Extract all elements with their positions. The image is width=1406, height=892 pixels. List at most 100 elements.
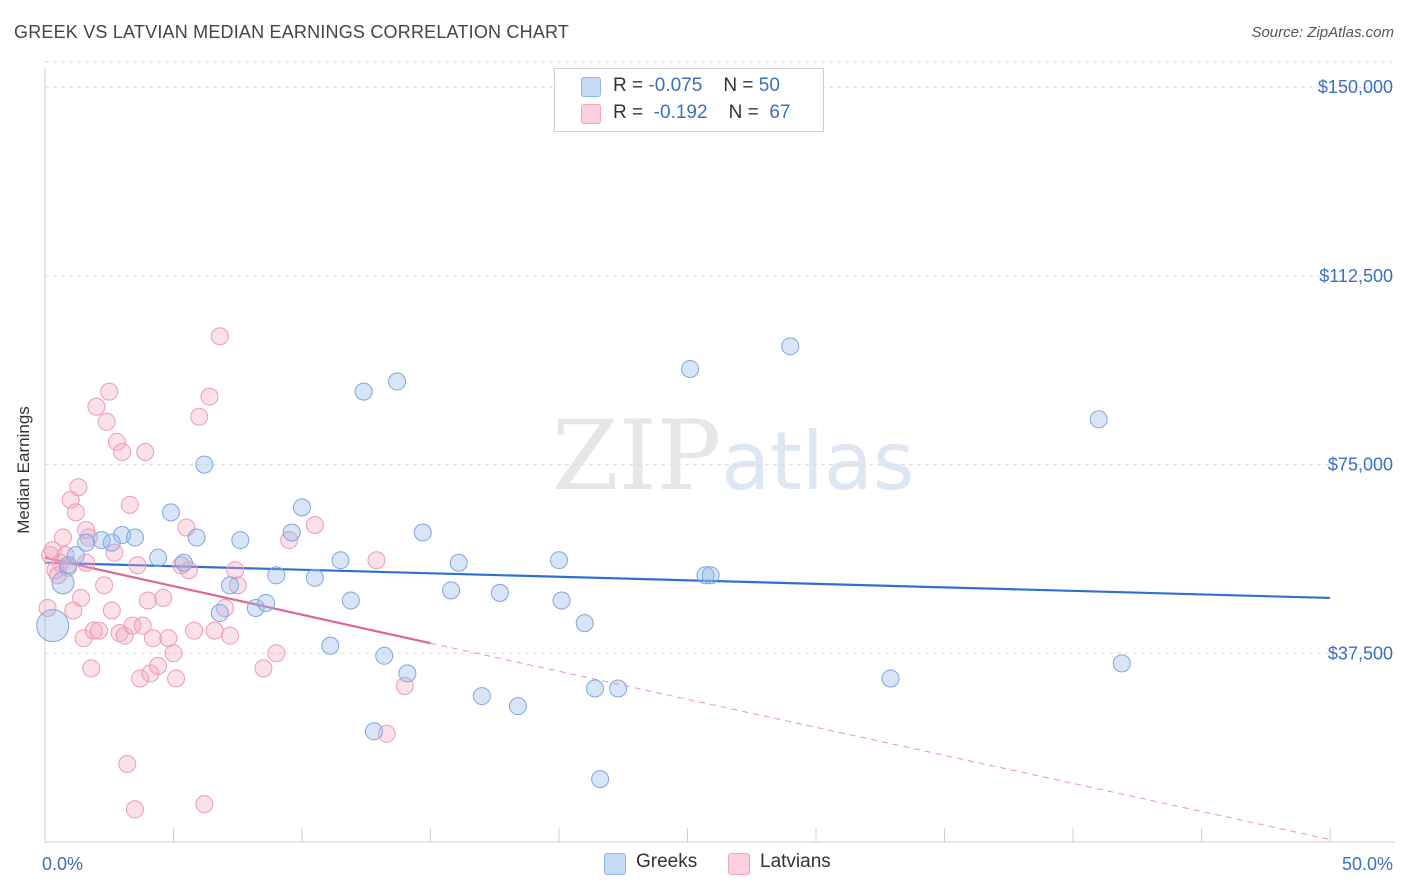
data-point-latvians <box>280 531 299 550</box>
data-point-greeks <box>210 604 229 623</box>
data-point-latvians <box>164 644 183 663</box>
data-point-greeks <box>125 528 144 547</box>
data-point-greeks <box>364 722 383 741</box>
y-tick-label: $150,000 <box>1318 77 1393 97</box>
data-point-greeks <box>149 548 168 567</box>
data-point-latvians <box>195 795 214 814</box>
watermark-atlas: atlas <box>721 415 915 508</box>
data-point-greeks <box>1112 654 1131 673</box>
data-point-latvians <box>89 621 108 640</box>
data-point-greeks <box>413 523 432 542</box>
axes <box>44 68 1395 843</box>
data-point-latvians <box>71 588 90 607</box>
data-point-latvians <box>136 443 155 461</box>
latvians-n-value: 67 <box>769 102 791 123</box>
data-point-greeks <box>321 636 340 655</box>
data-point-latvians <box>123 616 142 635</box>
data-point-latvians <box>267 644 286 663</box>
data-point-greeks <box>575 614 594 633</box>
data-point-latvians <box>128 556 147 575</box>
data-point-greeks <box>246 599 265 617</box>
data-point-greeks <box>195 455 214 474</box>
data-point-latvians <box>74 629 93 648</box>
data-point-latvians <box>120 495 139 514</box>
data-point-greeks <box>508 697 527 716</box>
data-point-greeks <box>77 533 96 552</box>
data-point-latvians <box>77 521 96 539</box>
data-point-greeks <box>293 498 311 517</box>
data-point-greeks <box>1089 410 1108 429</box>
data-point-latvians <box>200 387 219 406</box>
data-point-latvians <box>185 621 204 640</box>
stats-legend: R = -0.075 N = 50 R = -0.192 N = 67 <box>554 68 824 132</box>
data-point-latvians <box>97 412 116 431</box>
data-point-latvians <box>102 601 121 620</box>
data-point-latvians <box>143 629 162 648</box>
data-point-greeks <box>354 382 373 401</box>
data-point-greeks <box>609 679 628 698</box>
data-point-latvians <box>215 599 234 617</box>
data-point-latvians <box>228 576 247 595</box>
data-point-latvians <box>367 551 386 570</box>
y-tick-label: $37,500 <box>1328 643 1393 663</box>
x-tick-label-end: 50.0% <box>1342 854 1393 874</box>
data-point-greeks <box>552 591 571 610</box>
data-point-latvians <box>100 382 119 401</box>
data-point-latvians <box>133 616 152 635</box>
data-point-latvians <box>305 515 324 534</box>
trend-line-latvians-extension <box>430 642 1331 840</box>
greeks-n-label: N = <box>723 75 754 96</box>
data-point-greeks <box>174 553 193 572</box>
greeks-n-value: 50 <box>758 75 780 96</box>
latvians-n-label: N = <box>728 102 759 123</box>
data-point-latvians <box>159 629 178 648</box>
data-point-greeks <box>231 531 250 550</box>
data-point-greeks <box>257 593 276 612</box>
data-point-greeks <box>375 646 394 665</box>
data-point-greeks <box>442 581 461 600</box>
data-point-greeks <box>305 568 324 587</box>
y-tick-label: $75,000 <box>1328 455 1393 475</box>
data-point-greeks <box>388 372 407 391</box>
data-point-latvians <box>53 528 72 547</box>
data-point-latvians <box>87 397 106 416</box>
watermark-zip: ZIP <box>552 400 722 512</box>
y-tick-label: $112,500 <box>1319 266 1393 286</box>
y-axis-label-wrap: Median Earnings <box>14 406 34 534</box>
data-point-latvians <box>210 327 229 346</box>
data-point-greeks <box>585 679 604 698</box>
source-label: Source: ZipAtlas.com <box>1251 24 1394 41</box>
data-point-greeks <box>681 359 700 378</box>
latvians-r-value: -0.192 <box>653 102 708 123</box>
trend-lines <box>44 556 1331 840</box>
data-point-latvians <box>125 800 144 819</box>
legend-label-greeks: Greeks <box>636 851 698 872</box>
data-point-greeks <box>449 553 468 572</box>
data-point-latvians <box>149 656 168 675</box>
data-point-latvians <box>69 478 88 497</box>
data-point-latvians <box>84 621 103 640</box>
data-point-greeks <box>591 770 610 789</box>
data-point-greeks <box>187 528 206 547</box>
data-point-greeks <box>881 669 900 688</box>
watermark: ZIPatlas <box>552 400 915 512</box>
data-point-greeks <box>102 533 121 552</box>
data-point-latvians <box>221 626 240 645</box>
data-point-latvians <box>66 503 85 522</box>
data-point-latvians <box>254 659 273 678</box>
trend-line-greeks <box>44 561 1331 600</box>
data-point-latvians <box>77 553 96 572</box>
trend-line-latvians <box>44 556 431 645</box>
data-points <box>36 327 1131 819</box>
chart-title: GREEK VS LATVIAN MEDIAN EARNINGS CORRELA… <box>14 22 570 42</box>
data-point-latvians <box>205 621 224 640</box>
legend-swatch-greeks <box>604 853 626 875</box>
data-point-latvians <box>107 432 126 451</box>
greeks-swatch <box>581 77 601 97</box>
data-point-greeks <box>472 687 491 706</box>
latvians-swatch <box>581 104 601 124</box>
data-point-greeks <box>92 531 111 550</box>
legend-label-latvians: Latvians <box>760 851 831 872</box>
data-point-latvians <box>154 588 173 607</box>
